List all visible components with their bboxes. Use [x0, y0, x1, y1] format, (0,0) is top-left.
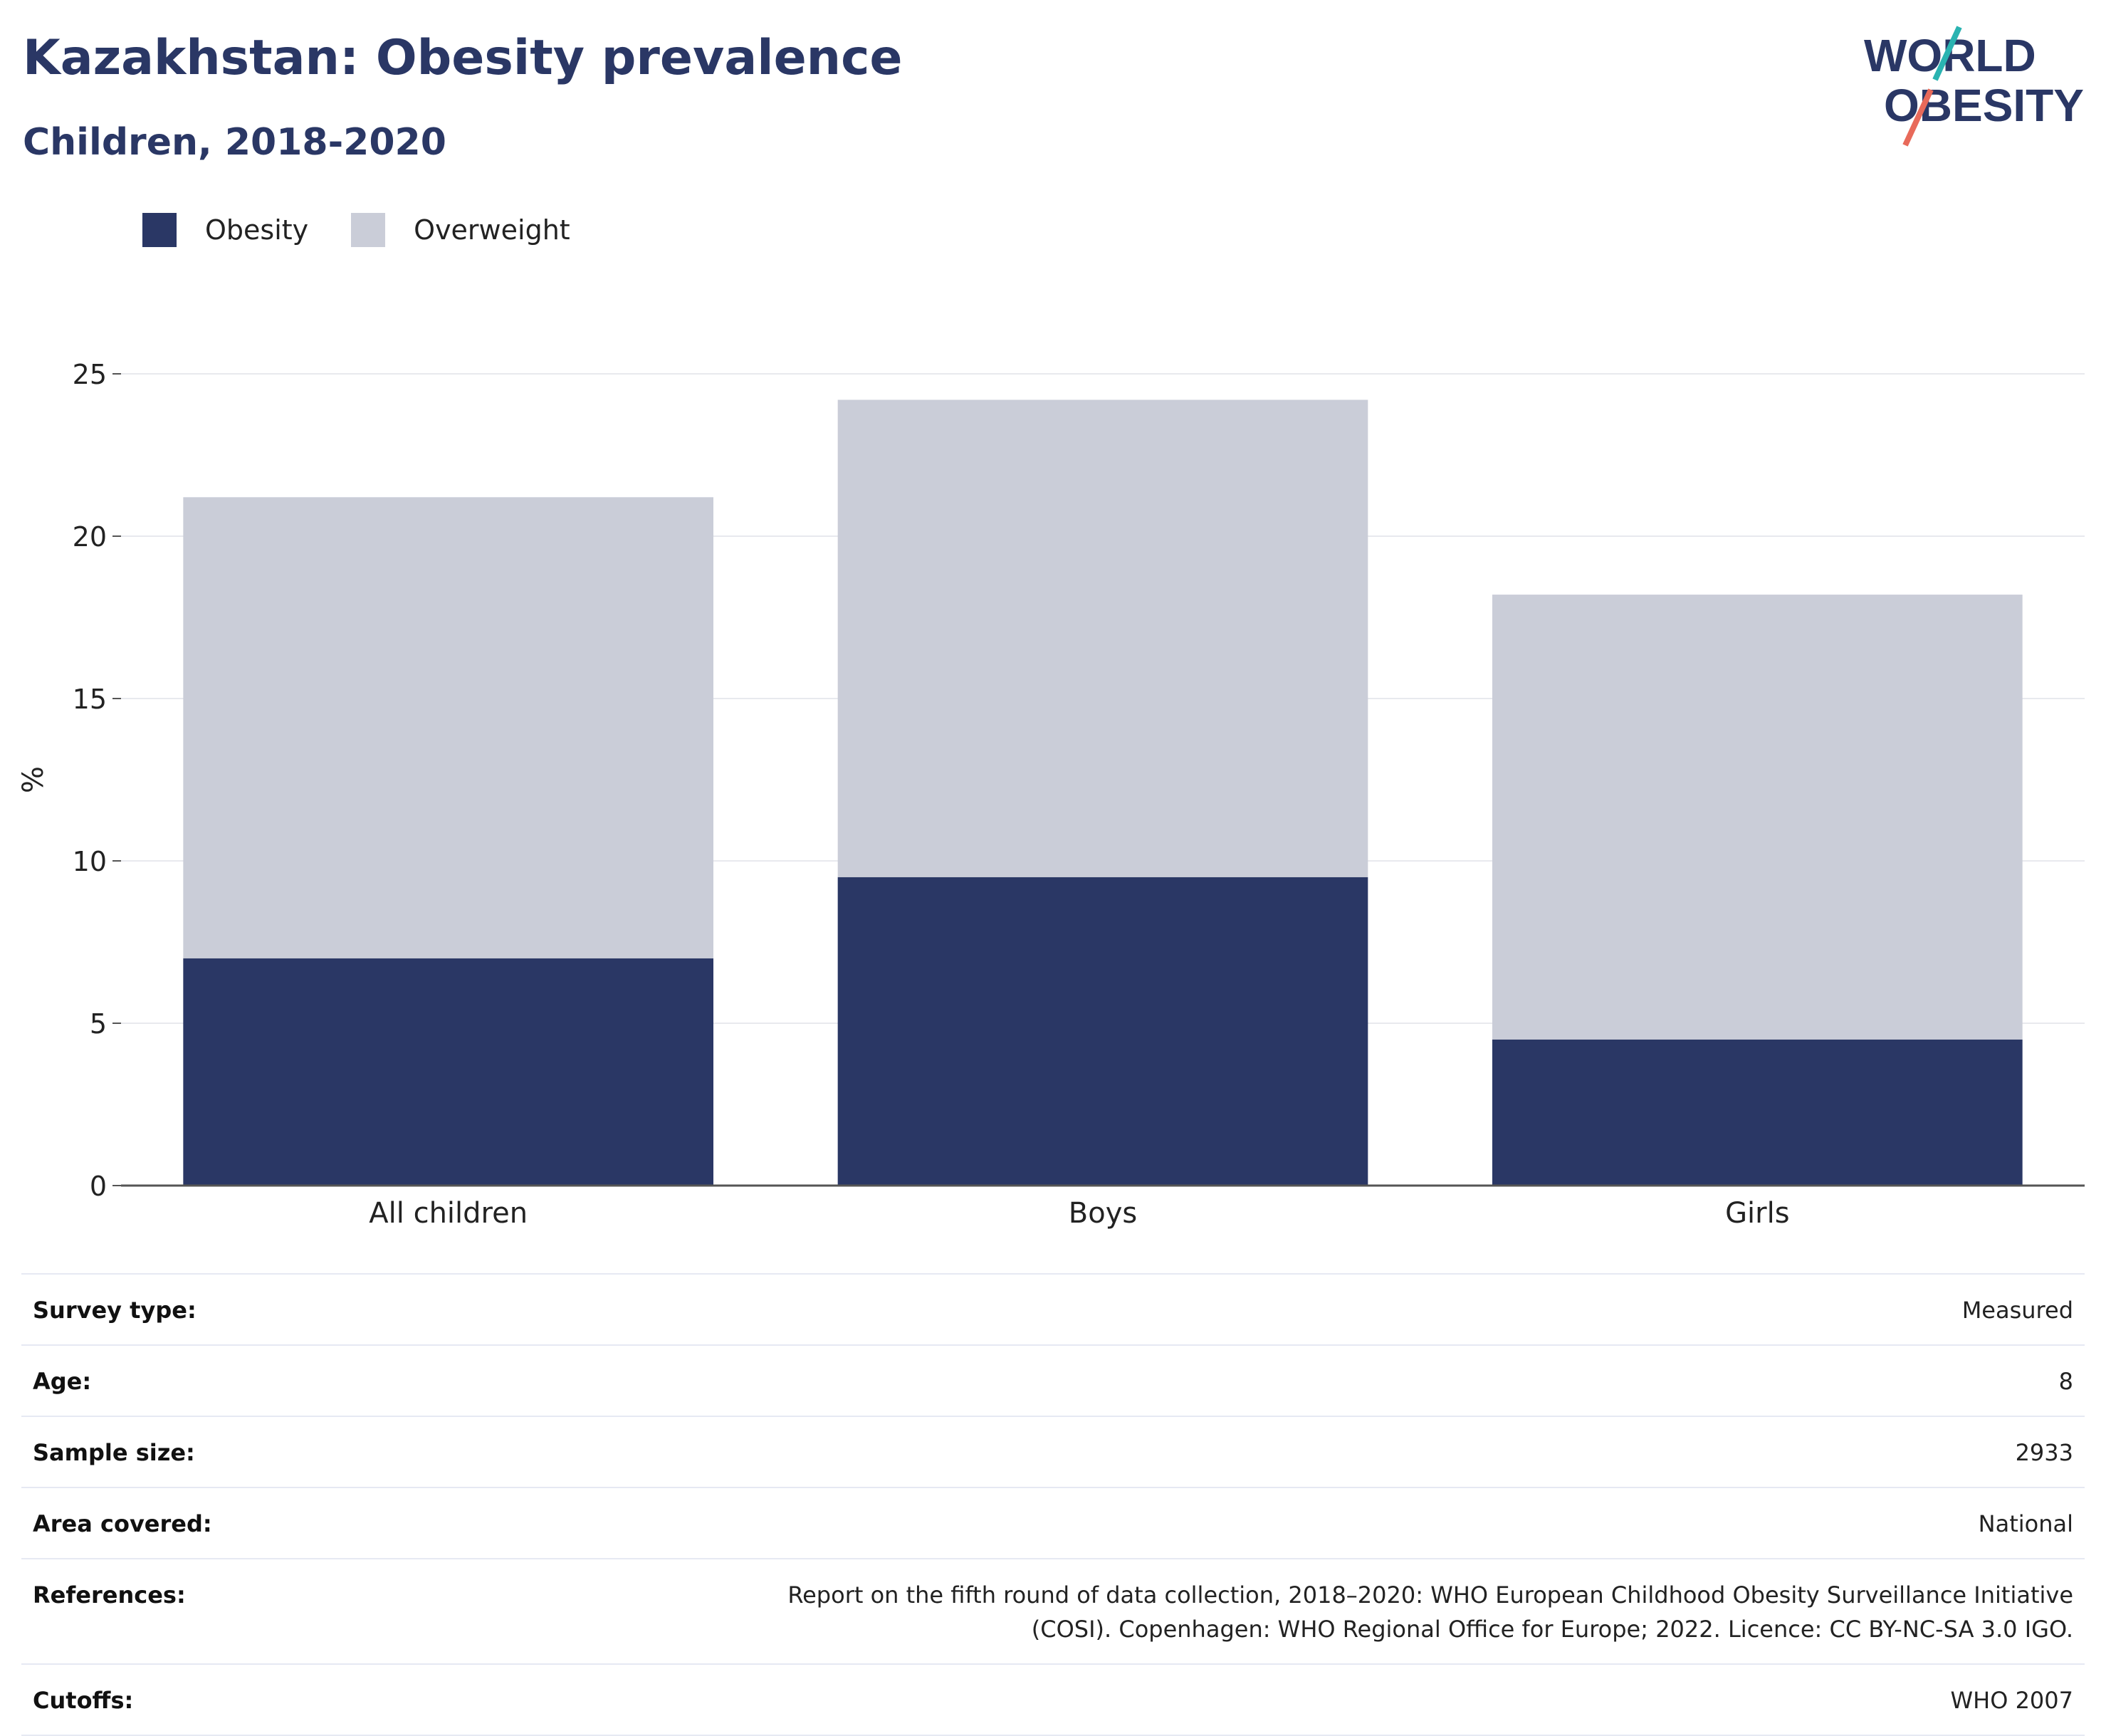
- info-row-age: Age: 8: [21, 1345, 2085, 1416]
- info-value: 2933: [2015, 1439, 2073, 1466]
- x-tick-label: All children: [369, 1197, 528, 1230]
- info-label: Survey type:: [33, 1297, 197, 1324]
- info-row-cutoffs: Cutoffs: WHO 2007: [21, 1664, 2085, 1735]
- info-value: National: [1978, 1510, 2073, 1537]
- info-value: WHO 2007: [1950, 1687, 2074, 1714]
- bar-chart: 0 5 10 15 20 25 All children Boys Girls %: [17, 359, 2085, 1230]
- y-tick-label: 10: [73, 846, 107, 877]
- legend-label-overweight: Overweight: [414, 214, 570, 246]
- legend-swatch-obesity: [142, 213, 177, 247]
- info-row-survey-type: Survey type: Measured: [21, 1274, 2085, 1345]
- info-value: Measured: [1961, 1297, 2073, 1324]
- logo-slash-coral: [1902, 88, 1934, 147]
- y-tick-label: 0: [90, 1171, 107, 1202]
- info-row-sample-size: Sample size: 2933: [21, 1416, 2085, 1487]
- legend-item-obesity[interactable]: Obesity: [142, 213, 308, 247]
- info-value: 8: [2058, 1368, 2073, 1395]
- bar-obesity-boys[interactable]: [837, 877, 1368, 1186]
- chart-subtitle: Children, 2018-2020: [23, 121, 446, 164]
- info-label: Age:: [33, 1368, 92, 1395]
- info-label: Area covered:: [33, 1510, 212, 1537]
- y-axis-label: %: [17, 766, 50, 793]
- x-tick-label: Girls: [1725, 1197, 1790, 1230]
- y-tick-label: 25: [73, 359, 107, 390]
- legend-swatch-overweight: [351, 213, 386, 247]
- bar-overweight-all-children[interactable]: [183, 497, 713, 958]
- logo-slash-teal: [1932, 26, 1962, 81]
- bar-overweight-boys[interactable]: [837, 399, 1368, 877]
- chart-title: Kazakhstan: Obesity prevalence: [23, 30, 903, 86]
- info-label: Cutoffs:: [33, 1687, 134, 1714]
- legend: Obesity Overweight: [142, 212, 613, 248]
- bar-overweight-girls[interactable]: [1492, 595, 2023, 1040]
- info-label: Sample size:: [33, 1439, 195, 1466]
- info-row-area-covered: Area covered: National: [21, 1487, 2085, 1559]
- bars: [183, 399, 2023, 1186]
- y-tick-label: 15: [73, 684, 107, 715]
- info-label: References:: [33, 1581, 186, 1609]
- x-tick-label: Boys: [1069, 1197, 1137, 1230]
- logo-text-world: WORLD: [1864, 30, 2036, 81]
- axes: 0 5 10 15 20 25 All children Boys Girls: [73, 359, 2085, 1230]
- bar-obesity-girls[interactable]: [1492, 1039, 2023, 1186]
- info-value: Report on the fifth round of data collec…: [787, 1581, 2073, 1643]
- y-tick-label: 20: [73, 521, 107, 553]
- bar-obesity-all-children[interactable]: [183, 958, 713, 1186]
- legend-item-overweight[interactable]: Overweight: [351, 213, 570, 247]
- info-row-references: References: Report on the fifth round of…: [21, 1559, 2085, 1664]
- info-table: Survey type: Measured Age: 8 Sample size…: [21, 1273, 2085, 1736]
- y-tick-label: 5: [90, 1008, 107, 1040]
- world-obesity-logo: WORLD OBESITY: [1864, 26, 2084, 147]
- legend-label-obesity: Obesity: [205, 214, 309, 246]
